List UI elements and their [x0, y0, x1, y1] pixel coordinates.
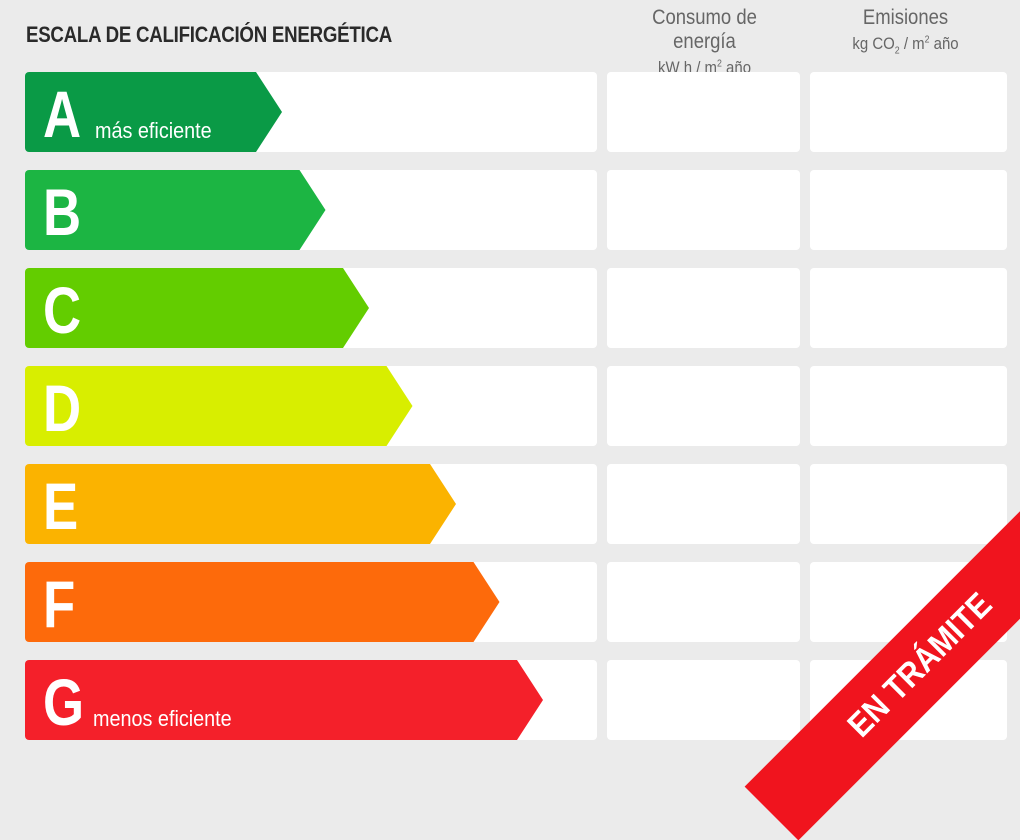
page-title: ESCALA DE CALIFICACIÓN ENERGÉTICA — [26, 22, 392, 47]
rating-letter: E — [43, 469, 79, 543]
rating-letter: F — [43, 567, 76, 641]
rating-row-d: D — [25, 366, 1010, 446]
column-title: Emisiones — [862, 6, 949, 29]
rating-arrow — [25, 464, 456, 544]
rating-arrow — [25, 562, 500, 642]
rating-letter: C — [43, 273, 82, 347]
rating-row-f: F — [25, 562, 1010, 642]
emissions-value-cell — [810, 72, 1007, 152]
rating-row-a: A más eficiente — [25, 72, 1010, 152]
column-unit: kg CO2 / m2 año — [852, 34, 959, 57]
emissions-value-cell — [810, 464, 1007, 544]
rating-arrow — [25, 170, 326, 250]
rating-letter: D — [43, 371, 82, 445]
column-header-emissions: Emisiones kg CO2 / m2 año — [820, 6, 992, 56]
rating-label: más eficiente — [95, 118, 212, 143]
rating-letter: B — [43, 175, 82, 249]
column-header-energy: Consumo de energía kW h / m2 año — [619, 6, 791, 78]
energy-value-cell — [607, 170, 800, 250]
rating-arrow — [25, 660, 543, 740]
energy-value-cell — [607, 268, 800, 348]
emissions-value-cell — [810, 268, 1007, 348]
rating-arrow — [25, 268, 369, 348]
rating-arrow — [25, 72, 282, 152]
rating-letter: G — [43, 665, 85, 739]
rating-row-b: B — [25, 170, 1010, 250]
column-title: Consumo de energía — [652, 6, 757, 53]
energy-value-cell — [607, 366, 800, 446]
emissions-value-cell — [810, 170, 1007, 250]
rating-row-e: E — [25, 464, 1010, 544]
energy-value-cell — [607, 464, 800, 544]
rating-arrow — [25, 366, 413, 446]
energy-value-cell — [607, 562, 800, 642]
rating-label: menos eficiente — [93, 706, 232, 731]
energy-value-cell — [607, 72, 800, 152]
rating-row-c: C — [25, 268, 1010, 348]
emissions-value-cell — [810, 366, 1007, 446]
energy-value-cell — [607, 660, 800, 740]
rating-letter: A — [43, 77, 82, 151]
